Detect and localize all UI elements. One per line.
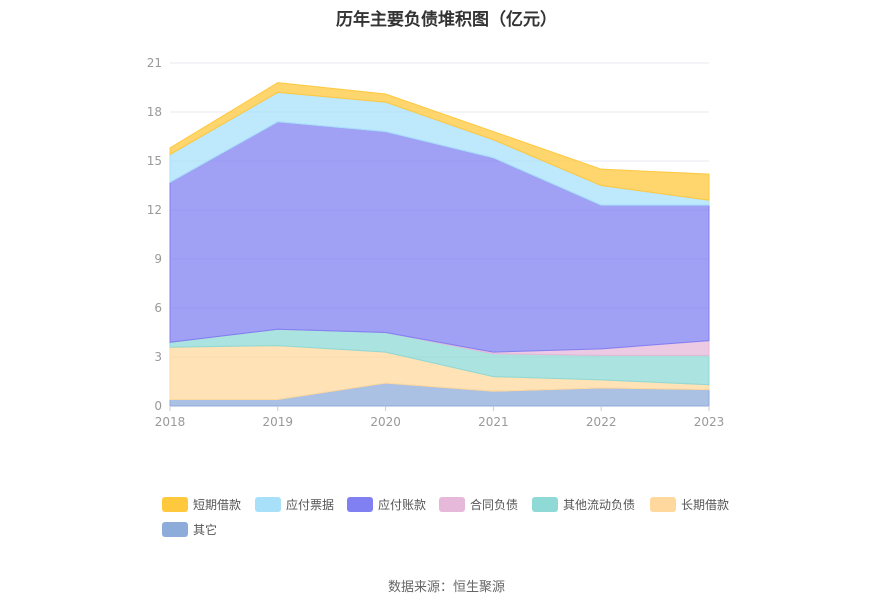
y-tick-label: 15 <box>147 154 162 168</box>
area-series-4[interactable] <box>169 121 710 353</box>
legend-swatch <box>347 497 373 512</box>
legend-swatch <box>162 522 188 537</box>
chart-title: 历年主要负债堆积图（亿元） <box>336 10 557 30</box>
x-tick-label: 2019 <box>263 415 294 429</box>
legend-item[interactable]: 其他流动负债 <box>532 496 635 513</box>
y-tick-label: 12 <box>147 203 162 217</box>
legend-item[interactable]: 合同负债 <box>439 496 518 513</box>
y-tick-label: 21 <box>147 56 162 70</box>
legend-label: 合同负债 <box>470 498 519 512</box>
data-source-note: 数据来源：恒生聚源 <box>387 580 505 595</box>
y-tick-label: 18 <box>147 105 162 119</box>
y-tick-label: 9 <box>154 252 162 266</box>
legend-swatch <box>532 497 558 512</box>
x-tick-label: 2022 <box>586 415 617 429</box>
y-tick-label: 3 <box>154 350 162 364</box>
legend-swatch <box>439 497 465 512</box>
legend-label: 其他流动负债 <box>563 498 636 512</box>
area-series-6[interactable] <box>169 82 710 201</box>
legend-item[interactable]: 短期借款 <box>162 496 241 513</box>
legend-item[interactable]: 应付票据 <box>255 496 334 513</box>
x-tick-label: 2021 <box>478 415 509 429</box>
y-tick-label: 6 <box>154 301 162 315</box>
legend-swatch <box>162 497 188 512</box>
x-tick-label: 2023 <box>694 415 725 429</box>
legend-label: 短期借款 <box>193 498 242 512</box>
x-tick-label: 2020 <box>370 415 401 429</box>
legend-label: 应付账款 <box>378 498 427 512</box>
legend-item[interactable]: 应付账款 <box>347 496 426 513</box>
legend-swatch <box>650 497 676 512</box>
legend-label: 长期借款 <box>681 498 730 512</box>
y-tick-label: 0 <box>154 399 162 413</box>
legend-item[interactable]: 其它 <box>162 521 217 538</box>
x-tick-label: 2018 <box>155 415 186 429</box>
legend-label: 其它 <box>193 523 218 537</box>
legend-item[interactable]: 长期借款 <box>650 496 729 513</box>
legend-swatch <box>255 497 281 512</box>
legend-label: 应付票据 <box>286 498 335 512</box>
